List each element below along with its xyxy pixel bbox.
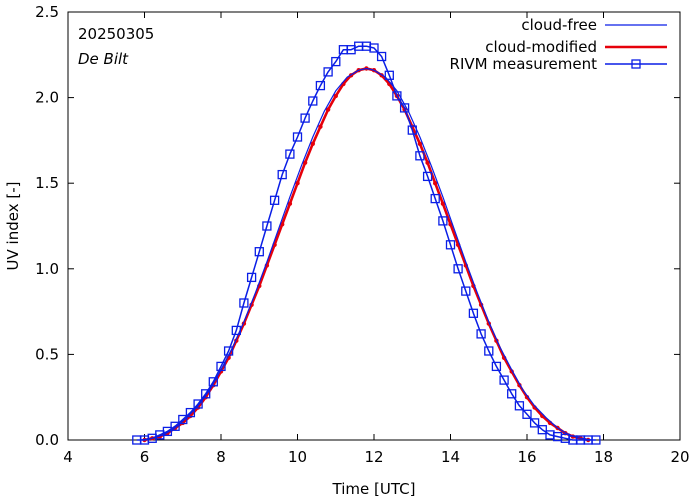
y-tick-label: 0.5 [35,345,59,363]
legend-marker-rivm-measurement [631,59,641,69]
series-line-cloud-free [140,67,593,441]
point-rivm-measurement [308,96,318,106]
point-rivm-measurement [277,169,287,180]
point-cloud-modified [302,160,308,165]
x-tick-label: 6 [140,448,150,466]
point-rivm-measurement [292,132,303,142]
point-rivm-measurement [323,67,333,77]
series-layer [132,41,601,445]
point-rivm-measurement [170,421,180,431]
point-rivm-measurement [507,389,517,399]
annotation-station: De Bilt [78,50,129,68]
point-rivm-measurement [239,298,249,308]
point-rivm-measurement [376,51,387,62]
point-rivm-measurement [407,125,417,135]
point-rivm-measurement [438,216,448,226]
point-cloud-modified [440,201,446,206]
point-rivm-measurement [537,425,547,435]
point-rivm-measurement [185,407,196,418]
point-rivm-measurement [476,329,486,339]
x-tick-label: 10 [288,448,307,466]
point-rivm-measurement [422,171,433,182]
point-cloud-modified [287,201,293,206]
x-tick-label: 18 [594,448,613,466]
point-rivm-measurement [178,414,188,425]
point-cloud-modified [295,181,300,186]
x-tick-label: 12 [364,448,383,466]
x-tick-label: 16 [517,448,536,466]
point-rivm-measurement [285,149,295,159]
y-axis-title: UV index [-] [4,182,22,271]
point-cloud-modified [310,141,315,146]
point-rivm-measurement [254,247,264,257]
point-rivm-measurement [162,426,173,437]
x-tick-label: 4 [63,448,73,466]
point-rivm-measurement [384,70,394,80]
point-rivm-measurement [522,409,532,419]
point-rivm-measurement [300,113,310,123]
point-rivm-measurement [269,195,280,205]
y-tick-label: 1.0 [35,260,59,278]
point-rivm-measurement [315,80,326,91]
point-rivm-measurement [246,272,257,283]
x-axis-title: Time [UTC] [332,480,416,498]
point-rivm-measurement [193,399,203,409]
point-rivm-measurement [430,193,440,204]
point-rivm-measurement [331,56,341,67]
point-rivm-measurement [231,325,241,336]
point-cloud-modified [425,160,430,165]
legend-label-rivm-measurement: RIVM measurement [450,55,598,73]
point-rivm-measurement [262,221,272,231]
point-rivm-measurement [216,361,226,372]
x-tick-label: 14 [441,448,460,466]
y-tick-label: 0.0 [35,431,59,449]
y-tick-label: 2.0 [35,89,59,107]
point-rivm-measurement [453,264,463,274]
point-rivm-measurement [415,151,425,161]
point-cloud-modified [318,124,323,129]
point-rivm-measurement [468,308,479,318]
point-rivm-measurement [484,346,494,356]
y-tick-label: 1.5 [35,174,59,192]
legend: cloud-free cloud-modified RIVM measureme… [450,16,667,73]
point-cloud-modified [325,107,331,112]
point-cloud-modified [417,141,423,146]
point-cloud-modified [433,181,438,186]
x-tick-label: 8 [216,448,226,466]
point-rivm-measurement [591,435,601,445]
point-rivm-measurement [201,389,211,399]
point-rivm-measurement [223,346,234,356]
legend-label-cloud-free: cloud-free [521,16,597,34]
point-rivm-measurement [399,103,410,113]
point-rivm-measurement [529,418,540,428]
x-tick-label: 20 [670,448,689,466]
point-rivm-measurement [208,377,218,387]
plot-frame [67,11,681,441]
point-cloud-modified [333,93,338,99]
point-rivm-measurement [461,286,471,296]
point-rivm-measurement [445,240,456,250]
point-rivm-measurement [499,375,509,385]
y-tick-label: 2.5 [35,3,59,21]
series-line-rivm-measurement [136,45,596,441]
point-rivm-measurement [491,361,502,372]
annotation-date: 20250305 [78,25,154,43]
axis-ticks: 4 6 8 10 12 14 16 18 20 0.0 0.5 1.0 1.5 2.0 2.5 [35,3,689,466]
point-rivm-measurement [369,43,379,53]
point-rivm-measurement [514,401,525,411]
legend-label-cloud-modified: cloud-modified [485,38,597,56]
point-rivm-measurement [392,91,402,101]
